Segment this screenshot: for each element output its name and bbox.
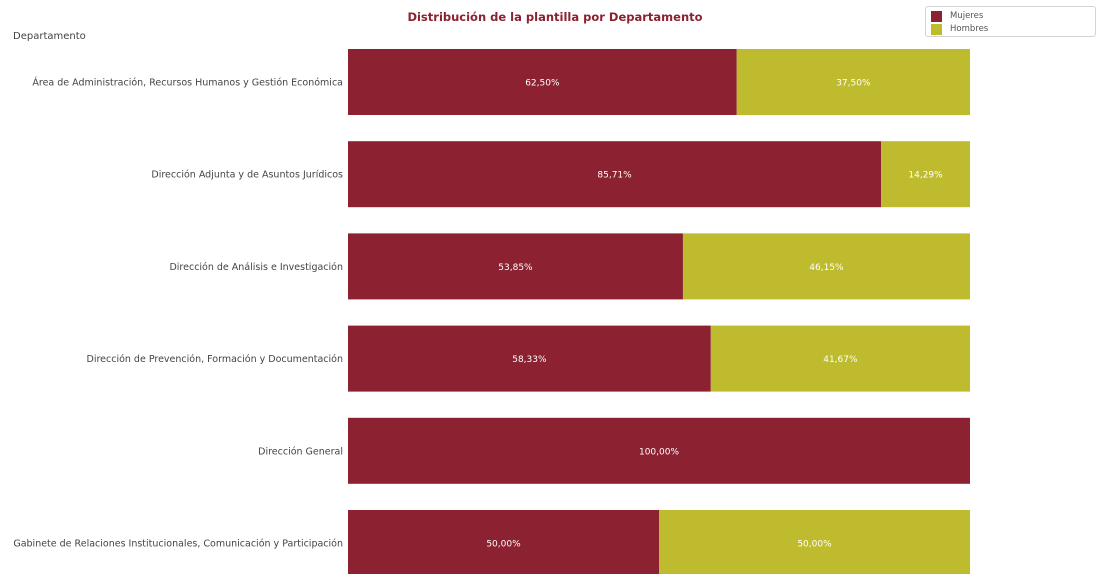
bar-segment-mujeres[interactable] xyxy=(348,510,659,574)
bar-segment-mujeres[interactable] xyxy=(348,49,737,115)
data-label: 46,15% xyxy=(809,263,844,273)
legend-label-hombres: Hombres xyxy=(950,24,989,34)
data-label: 58,33% xyxy=(512,355,547,365)
bar-segment-mujeres[interactable] xyxy=(348,141,882,208)
bar-segment-hombres[interactable] xyxy=(710,325,970,392)
bar-segment-mujeres[interactable] xyxy=(348,233,683,300)
data-label: 50,00% xyxy=(486,540,521,550)
bar-segment-hombres[interactable] xyxy=(682,233,970,300)
legend: Mujeres Hombres xyxy=(925,6,1096,37)
bar-segment-hombres[interactable] xyxy=(659,510,970,574)
data-label: 85,71% xyxy=(597,171,632,181)
legend-label-mujeres: Mujeres xyxy=(950,11,984,21)
bar-segment-mujeres[interactable] xyxy=(348,417,970,484)
data-label: 41,67% xyxy=(823,355,858,365)
data-label: 100,00% xyxy=(639,447,679,457)
bar-segment-mujeres[interactable] xyxy=(348,325,711,392)
y-axis-title: Departamento xyxy=(13,31,86,42)
category-label: Gabinete de Relaciones Institucionales, … xyxy=(13,539,343,550)
legend-swatch-hombres xyxy=(931,23,942,35)
data-label: 53,85% xyxy=(498,263,533,273)
data-label: 37,50% xyxy=(836,79,871,89)
data-label: 14,29% xyxy=(908,171,943,181)
category-label: Dirección de Análisis e Investigación xyxy=(169,262,343,273)
category-label: Área de Administración, Recursos Humanos… xyxy=(32,77,343,89)
category-label: Dirección de Prevención, Formación y Doc… xyxy=(87,354,344,365)
data-label: 50,00% xyxy=(797,540,832,550)
category-label: Dirección General xyxy=(258,446,343,457)
data-label: 62,50% xyxy=(525,79,560,89)
category-label: Dirección Adjunta y de Asuntos Jurídicos xyxy=(151,170,343,181)
bar-segment-hombres[interactable] xyxy=(736,49,970,115)
chart-title: Distribución de la plantilla por Departa… xyxy=(407,10,703,24)
legend-item-hombres[interactable]: Hombres xyxy=(931,23,988,35)
legend-swatch-mujeres xyxy=(931,10,942,22)
bar-segment-hombres[interactable] xyxy=(881,141,970,208)
legend-item-mujeres[interactable]: Mujeres xyxy=(931,10,983,22)
